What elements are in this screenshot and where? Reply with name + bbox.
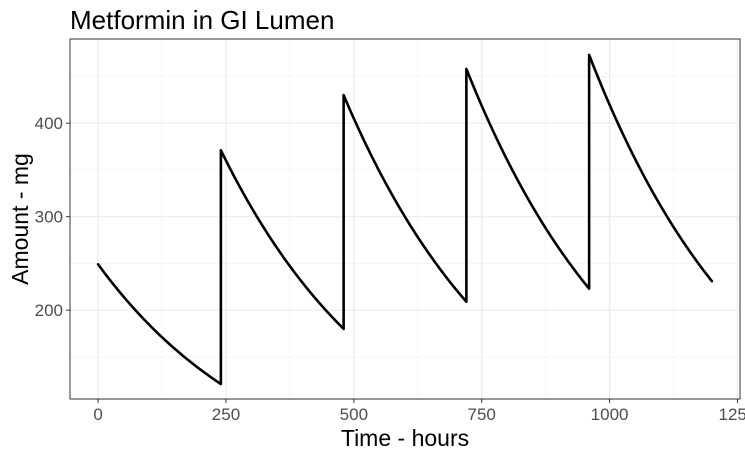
x-tick-label: 250 xyxy=(212,405,240,424)
grid-minor xyxy=(70,39,740,399)
series-layer xyxy=(96,53,714,386)
x-tick-label: 750 xyxy=(468,405,496,424)
x-axis: 0 250 500 750 1000 1250 xyxy=(93,399,745,424)
y-axis: 200 300 400 xyxy=(35,114,70,320)
x-tick-label: 1250 xyxy=(719,405,745,424)
x-axis-title: Time - hours xyxy=(341,425,469,451)
x-tick-label: 0 xyxy=(93,405,102,424)
panel-border xyxy=(69,38,741,400)
x-tick-label: 1000 xyxy=(591,405,629,424)
chart-title: Metformin in GI Lumen xyxy=(70,5,334,35)
x-tick-label: 500 xyxy=(340,405,368,424)
y-tick-label: 200 xyxy=(35,301,63,320)
y-tick-label: 300 xyxy=(35,208,63,227)
y-axis-title: Amount - mg xyxy=(7,153,33,285)
y-tick-label: 400 xyxy=(35,114,63,133)
series-line xyxy=(96,53,714,386)
